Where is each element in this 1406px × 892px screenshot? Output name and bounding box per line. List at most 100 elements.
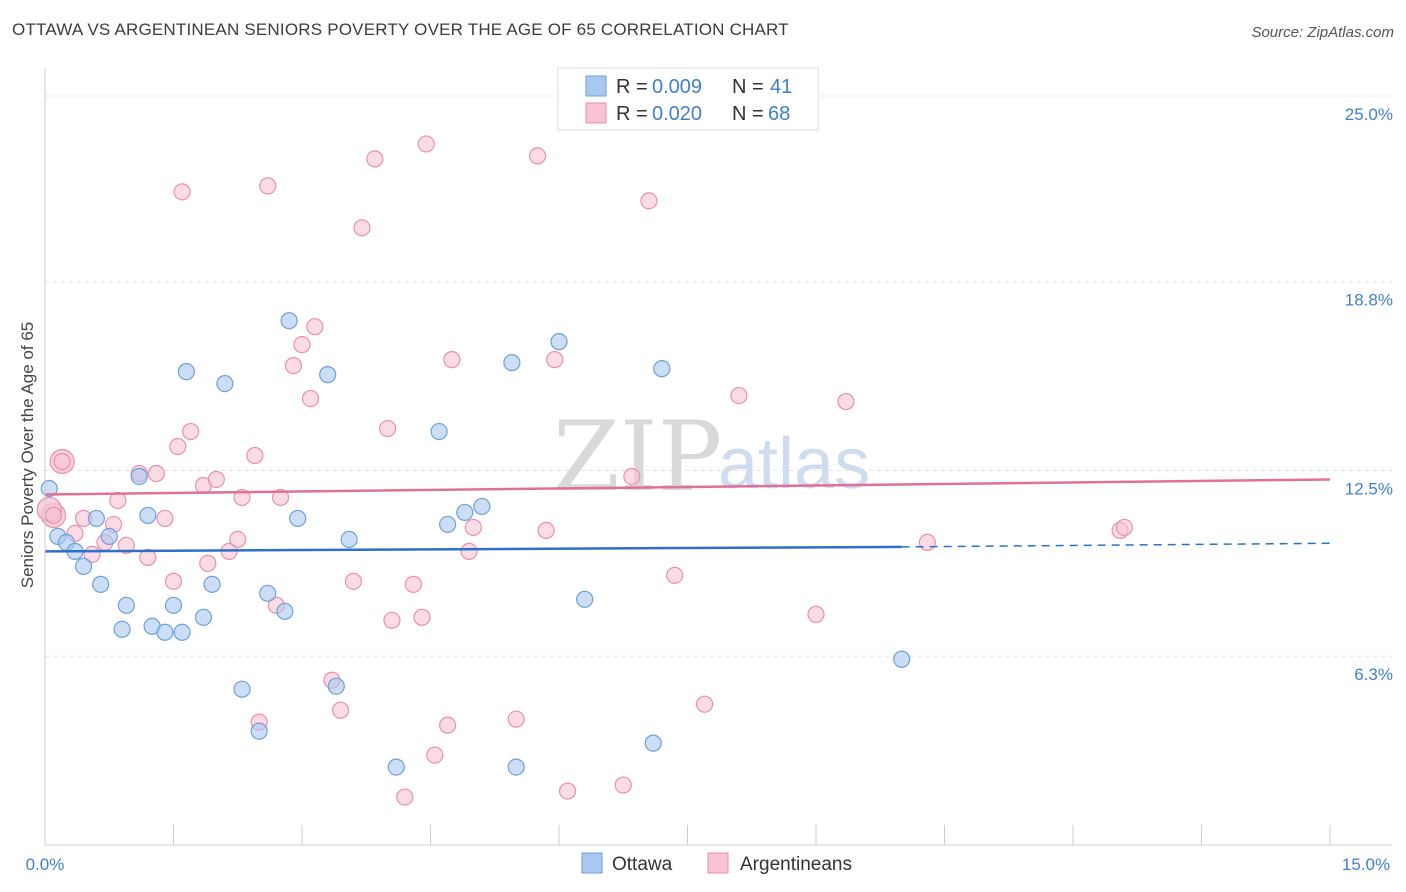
argentineans-point <box>918 533 936 551</box>
argentineans-point <box>353 219 371 237</box>
ottawa-point <box>156 623 174 641</box>
argentineans-point <box>623 467 641 486</box>
ottawa-point <box>550 333 568 351</box>
argentineans-point <box>207 470 225 489</box>
argentineans-point <box>246 446 264 465</box>
argentineans-point <box>1115 518 1134 537</box>
argentineans-point <box>614 776 632 794</box>
argentineans-point <box>182 422 200 441</box>
argentineans-point <box>139 548 157 566</box>
ottawa-point <box>117 596 135 614</box>
ottawa-point <box>164 596 183 614</box>
axes: 6.3% 12.5% 18.8% 25.0% 0.0% 15.0% <box>26 68 1393 874</box>
x-tick-label-min: 0.0% <box>26 855 65 874</box>
ottawa-point <box>87 509 106 528</box>
ottawa-point <box>644 734 662 752</box>
ottawa-point <box>340 530 358 548</box>
source-label: Source: ZipAtlas.com <box>1251 24 1394 41</box>
argentineans-point <box>404 575 422 593</box>
series-legend: Ottawa Argentineans <box>581 852 852 875</box>
argentineans-point <box>730 386 748 405</box>
ottawa-trend-line <box>44 545 902 553</box>
argentineans-point <box>331 701 350 719</box>
y-tick-label: 18.8% <box>1345 291 1393 310</box>
argentineans-point <box>344 572 362 590</box>
argentineans-point <box>301 389 320 408</box>
ottawa-point <box>893 650 911 668</box>
argentineans-point <box>284 357 303 375</box>
argentineans-point <box>229 530 247 548</box>
argentineans-trend-line <box>44 478 1331 496</box>
ottawa-point <box>177 363 195 381</box>
y-tick-label: 6.3% <box>1354 665 1393 684</box>
legend-r-label-ottawa: R = <box>616 76 648 98</box>
argentineans-point <box>383 611 401 629</box>
argentineans-point <box>147 464 165 483</box>
ottawa-point <box>576 590 594 608</box>
legend-r-value-ottawa: 0.009 <box>652 76 702 98</box>
argentineans-point <box>460 542 478 560</box>
argentineans-point <box>169 437 187 456</box>
ottawa-point <box>259 584 277 602</box>
y-axis-label: Seniors Poverty Over the Age of 65 <box>18 322 37 588</box>
argentineans-point <box>306 318 324 336</box>
x-tick-label-max: 15.0% <box>1342 855 1390 874</box>
ottawa-point <box>327 677 345 695</box>
ottawa-point <box>130 467 148 486</box>
ottawa-point <box>139 506 157 525</box>
argentineans-point <box>439 716 457 734</box>
argentineans-point <box>558 782 577 800</box>
ottawa-point <box>250 722 268 740</box>
argentineans-point <box>528 147 547 165</box>
argentineans-legend-swatch <box>585 102 607 124</box>
legend-r-label-argentineans: R = <box>616 103 648 125</box>
ottawa-point <box>473 497 491 516</box>
argentineans-point <box>507 710 525 728</box>
watermark-zip: ZIP <box>553 401 722 513</box>
argentineans-point <box>413 608 431 626</box>
ottawa-point <box>280 312 298 330</box>
watermark: ZIP atlas <box>553 401 870 513</box>
ottawa-point <box>289 509 307 528</box>
argentineans-point <box>640 192 658 210</box>
trend-lines <box>44 478 1331 553</box>
ottawa-point <box>216 375 234 393</box>
legend-n-value-argentineans: 68 <box>768 103 790 125</box>
ottawa-series-swatch <box>581 852 603 874</box>
argentineans-point <box>173 183 191 201</box>
ottawa-series-label: Ottawa <box>612 854 673 875</box>
argentineans-point <box>44 506 63 525</box>
legend-n-value-ottawa: 41 <box>770 76 792 98</box>
argentineans-point <box>259 177 277 195</box>
ottawa-trend-extension <box>901 542 1331 548</box>
argentineans-point <box>117 536 135 554</box>
ottawa-point <box>653 360 671 378</box>
legend-n-label-argentineans: N = <box>732 103 764 125</box>
argentineans-point <box>546 351 564 369</box>
argentineans-point <box>417 135 435 153</box>
ottawa-point <box>276 602 294 620</box>
argentineans-point <box>164 572 183 590</box>
ottawa-point <box>503 354 521 372</box>
y-tick-label: 25.0% <box>1345 105 1393 124</box>
y-tick-label: 12.5% <box>1345 479 1393 498</box>
ottawa-point <box>100 527 118 546</box>
argentineans-point <box>696 695 714 713</box>
ottawa-point <box>456 503 474 522</box>
argentineans-point <box>199 554 217 572</box>
argentineans-point <box>366 150 384 168</box>
argentineans-point <box>464 518 482 537</box>
chart-title: OTTAWA VS ARGENTINEAN SENIORS POVERTY OV… <box>12 20 789 39</box>
argentineans-point <box>293 336 311 354</box>
argentineans-series-swatch <box>707 852 729 874</box>
ottawa-point <box>233 680 251 698</box>
legend-n-label-ottawa: N = <box>732 76 764 98</box>
argentineans-point <box>396 788 414 806</box>
argentineans-point <box>666 566 684 584</box>
ottawa-point <box>173 623 191 641</box>
ottawa-point <box>203 575 221 593</box>
ottawa-point <box>439 515 457 534</box>
argentineans-point <box>53 452 71 471</box>
argentineans-point <box>537 521 555 540</box>
